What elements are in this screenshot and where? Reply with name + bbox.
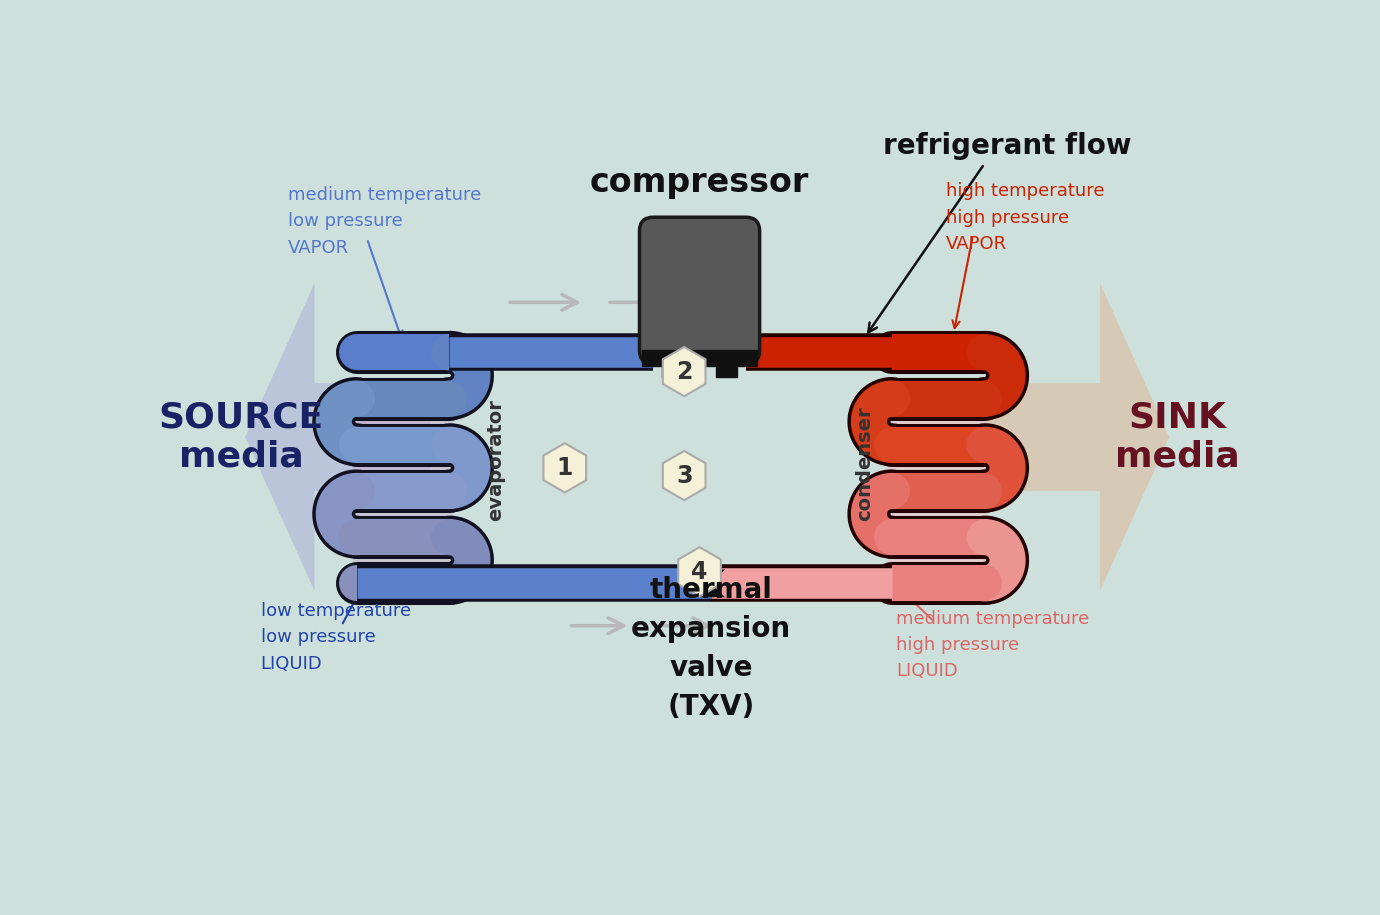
Text: refrigerant flow: refrigerant flow bbox=[883, 132, 1132, 160]
Text: medium temperature
low pressure
VAPOR: medium temperature low pressure VAPOR bbox=[287, 186, 480, 257]
Polygon shape bbox=[662, 451, 705, 501]
Text: high temperature
high pressure
VAPOR: high temperature high pressure VAPOR bbox=[945, 182, 1104, 253]
Text: 1: 1 bbox=[556, 456, 573, 479]
Text: 3: 3 bbox=[676, 464, 693, 488]
Polygon shape bbox=[984, 283, 1169, 591]
Text: low temperature
low pressure
LIQUID: low temperature low pressure LIQUID bbox=[261, 602, 411, 673]
Polygon shape bbox=[678, 547, 720, 597]
FancyBboxPatch shape bbox=[889, 418, 988, 591]
Polygon shape bbox=[662, 347, 705, 396]
Polygon shape bbox=[246, 283, 431, 591]
Text: 2: 2 bbox=[676, 360, 693, 383]
Text: 4: 4 bbox=[691, 560, 708, 584]
Polygon shape bbox=[697, 584, 724, 597]
Text: SINK
media: SINK media bbox=[1115, 401, 1239, 474]
Polygon shape bbox=[544, 443, 586, 492]
Text: evaporator: evaporator bbox=[486, 399, 505, 521]
Text: medium temperature
high pressure
LIQUID: medium temperature high pressure LIQUID bbox=[896, 609, 1089, 681]
Text: compressor: compressor bbox=[589, 167, 809, 199]
Text: condenser: condenser bbox=[856, 406, 875, 522]
Text: thermal
expansion
valve
(TXV): thermal expansion valve (TXV) bbox=[631, 576, 791, 721]
FancyBboxPatch shape bbox=[353, 418, 453, 591]
FancyBboxPatch shape bbox=[639, 217, 759, 364]
Text: SOURCE
media: SOURCE media bbox=[159, 401, 324, 474]
Polygon shape bbox=[697, 569, 724, 584]
